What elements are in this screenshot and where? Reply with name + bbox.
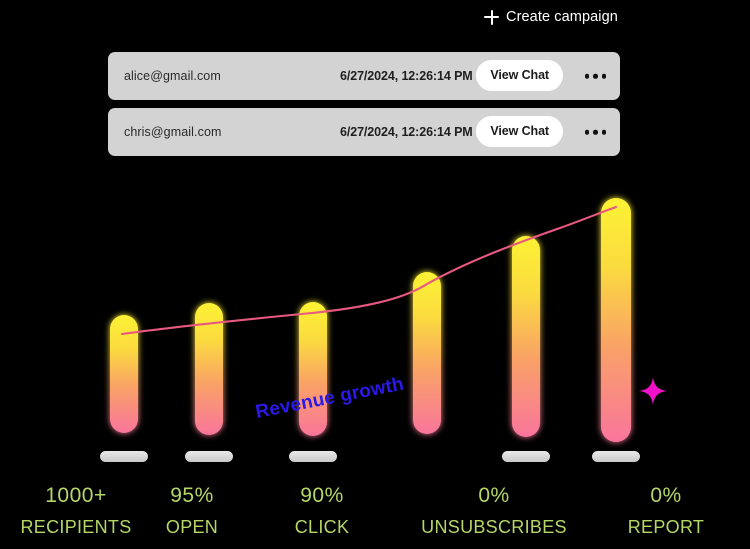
kebab-dot — [593, 73, 598, 79]
recipient-email: alice@gmail.com — [124, 69, 221, 83]
stat-report: 0% REPORT — [596, 483, 736, 540]
view-chat-button[interactable]: View Chat — [476, 60, 563, 91]
chart-tick — [100, 451, 148, 462]
kebab-menu-icon[interactable] — [583, 124, 609, 141]
stat-value: 95% — [170, 484, 214, 507]
chart-tick-marks — [100, 451, 640, 462]
kebab-dot — [584, 73, 589, 79]
chart-tick — [185, 451, 233, 462]
recipient-list: alice@gmail.com 6/27/2024, 12:26:14 PM V… — [108, 52, 620, 164]
stat-label: OPEN — [165, 517, 219, 537]
kebab-dot — [601, 73, 606, 79]
kebab-dot — [601, 129, 606, 135]
chart-tick — [502, 451, 550, 462]
kebab-dot — [584, 129, 589, 135]
stat-value: 0% — [650, 484, 682, 507]
stat-value: 0% — [478, 484, 510, 507]
stat-value: 90% — [300, 484, 344, 507]
stats-row: 1000+ RECIPIENTS 95% OPEN 90% CLICK 0% U… — [0, 483, 750, 549]
recipient-timestamp: 6/27/2024, 12:26:14 PM — [340, 125, 473, 139]
chart-bar — [512, 236, 540, 437]
chart-bar — [601, 198, 631, 442]
chart-canvas — [100, 198, 640, 462]
chart-bar — [299, 302, 327, 436]
chart-bar — [413, 272, 441, 434]
chart-tick — [289, 451, 337, 462]
stat-label: REPORT — [627, 517, 705, 537]
revenue-chart: Revenue growth — [0, 180, 750, 470]
stat-value: 1000+ — [45, 484, 107, 507]
table-row[interactable]: chris@gmail.com 6/27/2024, 12:26:14 PM V… — [108, 108, 620, 156]
stat-recipients: 1000+ RECIPIENTS — [0, 483, 152, 540]
stat-open: 95% OPEN — [132, 483, 252, 540]
stat-label: CLICK — [294, 517, 350, 537]
stat-click: 90% CLICK — [257, 483, 387, 540]
stat-unsubscribes: 0% UNSUBSCRIBES — [394, 483, 594, 540]
table-row[interactable]: alice@gmail.com 6/27/2024, 12:26:14 PM V… — [108, 52, 620, 100]
sparkle-star-icon — [638, 376, 668, 406]
chart-bar — [195, 303, 223, 435]
recipient-email: chris@gmail.com — [124, 125, 222, 139]
chart-tick — [592, 451, 640, 462]
recipient-timestamp: 6/27/2024, 12:26:14 PM — [340, 69, 473, 83]
stat-label: RECIPIENTS — [20, 517, 132, 537]
chart-bars — [110, 198, 631, 442]
kebab-menu-icon[interactable] — [583, 68, 609, 85]
plus-icon — [484, 9, 499, 25]
create-campaign-label: Create campaign — [506, 9, 618, 25]
view-chat-button[interactable]: View Chat — [476, 116, 563, 147]
kebab-dot — [593, 129, 598, 135]
create-campaign-button[interactable]: Create campaign — [484, 9, 618, 25]
chart-bar — [110, 315, 138, 433]
trend-line — [120, 205, 618, 336]
stat-label: UNSUBSCRIBES — [421, 517, 567, 537]
